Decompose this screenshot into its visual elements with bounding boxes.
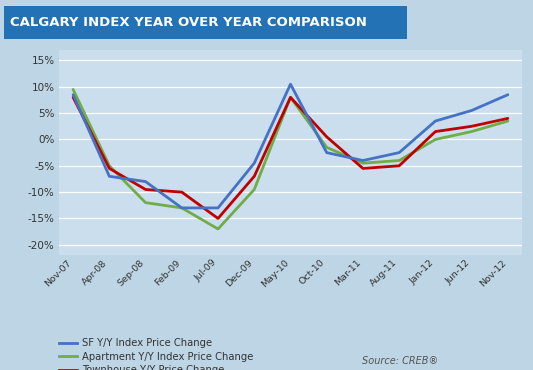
Text: Source: CREB®: Source: CREB® [362, 356, 439, 366]
Legend: SF Y/Y Index Price Change, Apartment Y/Y Index Price Change, Townhouse Y/Y Price: SF Y/Y Index Price Change, Apartment Y/Y… [59, 338, 253, 370]
Text: CALGARY INDEX YEAR OVER YEAR COMPARISON: CALGARY INDEX YEAR OVER YEAR COMPARISON [10, 16, 367, 29]
